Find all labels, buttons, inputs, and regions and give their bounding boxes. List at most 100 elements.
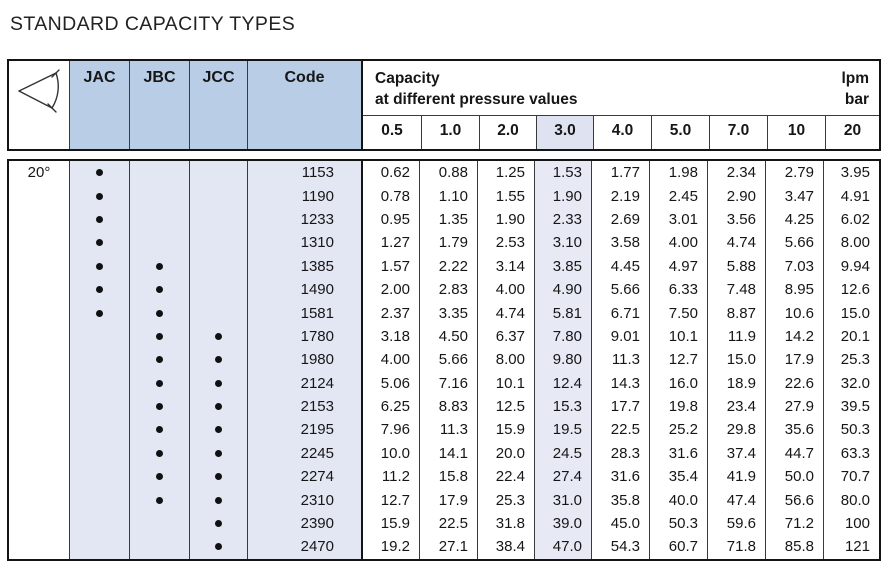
code-cell: 1153 [301,164,334,182]
capacity-cell: 3.14 [495,257,525,275]
dot-cell [130,512,189,535]
capacity-cell: 6.02 [840,210,870,228]
capacity-cell: 4.90 [552,281,582,299]
unit-lpm: lpm [841,70,869,87]
capacity-cell: 50.0 [784,468,814,486]
capacity-cell: 17.9 [784,351,814,369]
capacity-cell: 1.53 [552,164,582,182]
unit-bar: bar [844,91,869,108]
capacity-cell: 27.4 [552,468,582,486]
dot-cell [70,488,129,511]
dot-marker [215,473,222,481]
capacity-cell: 71.2 [784,515,814,533]
capacity-cell: 15.3 [552,398,582,416]
capacity-cell: 1.27 [380,234,410,252]
dot-cell [190,395,247,418]
dot-cell [70,418,129,441]
dot-cell [130,301,189,324]
dot-marker [215,379,222,387]
capacity-title: Capacity at different pressure values [375,68,577,115]
dot-cell [70,184,129,207]
capacity-cell: 20.0 [495,444,525,462]
dot-cell [70,348,129,371]
code-cell: 2390 [300,515,334,533]
dot-cell [130,208,189,231]
dot-marker [156,309,163,317]
code-cell: 1233 [300,210,334,228]
dot-cell [70,442,129,465]
capacity-cell: 25.3 [840,351,870,369]
capacity-cell: 29.8 [726,421,756,439]
capacity-cell: 31.0 [552,491,582,509]
code-cell: 2470 [300,538,334,556]
capacity-cell: 1.79 [438,234,468,252]
dot-cell [70,395,129,418]
capacity-cell: 5.66 [438,351,468,369]
capacity-cell: 8.95 [784,281,814,299]
capacity-cell: 59.6 [726,515,756,533]
value-column: 1.77 2.19 2.69 3.58 4.45 5.66 6.71 9.01 11.3 14.3… [591,161,649,559]
capacity-cell: 1.98 [668,164,698,182]
capacity-cell: 0.88 [438,164,468,182]
capacity-cell: 5.88 [726,257,756,275]
code-cell: 2124 [300,374,334,392]
capacity-cell: 11.9 [727,327,756,345]
capacity-cell: 45.0 [610,515,640,533]
pressure-row: 0.5 1.0 2.0 3.0 4.0 5.0 7.0 10 20 [363,116,879,149]
dot-marker [156,449,163,457]
pressure-header-cell: 10 [767,116,825,149]
dot-cell [130,418,189,441]
capacity-cell: 15.0 [840,304,870,322]
dot-cell [70,535,129,558]
capacity-cell: 1.77 [610,164,640,182]
dot-marker [156,262,163,270]
spray-angle-icon [18,69,60,113]
table-header: JAC JBC JCC Code Capacity at different p… [7,59,881,151]
capacity-cell: 20.1 [840,327,870,345]
dot-cell [70,161,129,184]
dot-cell [130,348,189,371]
capacity-cell: 39.0 [552,515,582,533]
pressure-header-cell: 0.5 [381,122,403,139]
type-column-jbc [129,161,189,559]
dot-marker [156,286,163,294]
capacity-cell: 85.8 [784,538,814,556]
dot-marker [215,356,222,364]
capacity-cell: 3.18 [380,327,410,345]
dot-marker [96,169,103,177]
capacity-cell: 7.50 [668,304,698,322]
dot-cell [190,208,247,231]
capacity-cell: 2.83 [438,281,468,299]
capacity-cell: 12.7 [380,491,410,509]
capacity-cell: 40.0 [668,491,698,509]
code-cell: 2310 [300,491,334,509]
dot-cell [130,278,189,301]
column-header-jcc: JCC [189,61,247,149]
capacity-cell: 5.06 [380,374,410,392]
pressure-header-cell: 2.0 [479,116,536,149]
dot-cell [190,325,247,348]
capacity-cell: 25.2 [668,421,698,439]
capacity-cell: 2.22 [438,257,468,275]
capacity-cell: 6.71 [610,304,640,322]
capacity-cell: 4.74 [495,304,525,322]
capacity-cell: 4.45 [610,257,640,275]
table-body: 20° 1153 1190 1233 1310 1385 1490 1581 1780 1980… [7,159,881,561]
capacity-cell: 1.25 [495,164,525,182]
capacity-header-text: Capacity at different pressure values lp… [363,61,879,116]
code-cell: 2153 [300,398,334,416]
capacity-cell: 10.6 [784,304,814,322]
capacity-cell: 6.33 [668,281,698,299]
capacity-cell: 8.87 [726,304,756,322]
dot-marker [156,496,163,504]
capacity-cell: 35.8 [610,491,640,509]
code-cell: 1581 [300,304,334,322]
dot-marker [215,426,222,434]
capacity-cell: 19.5 [552,421,582,439]
capacity-cell: 11.3 [439,421,468,439]
dot-marker [215,496,222,504]
dot-cell [190,465,247,488]
code-cell: 2195 [300,421,334,439]
capacity-cell: 1.55 [495,187,525,205]
pressure-header-cell: 20 [825,116,879,149]
